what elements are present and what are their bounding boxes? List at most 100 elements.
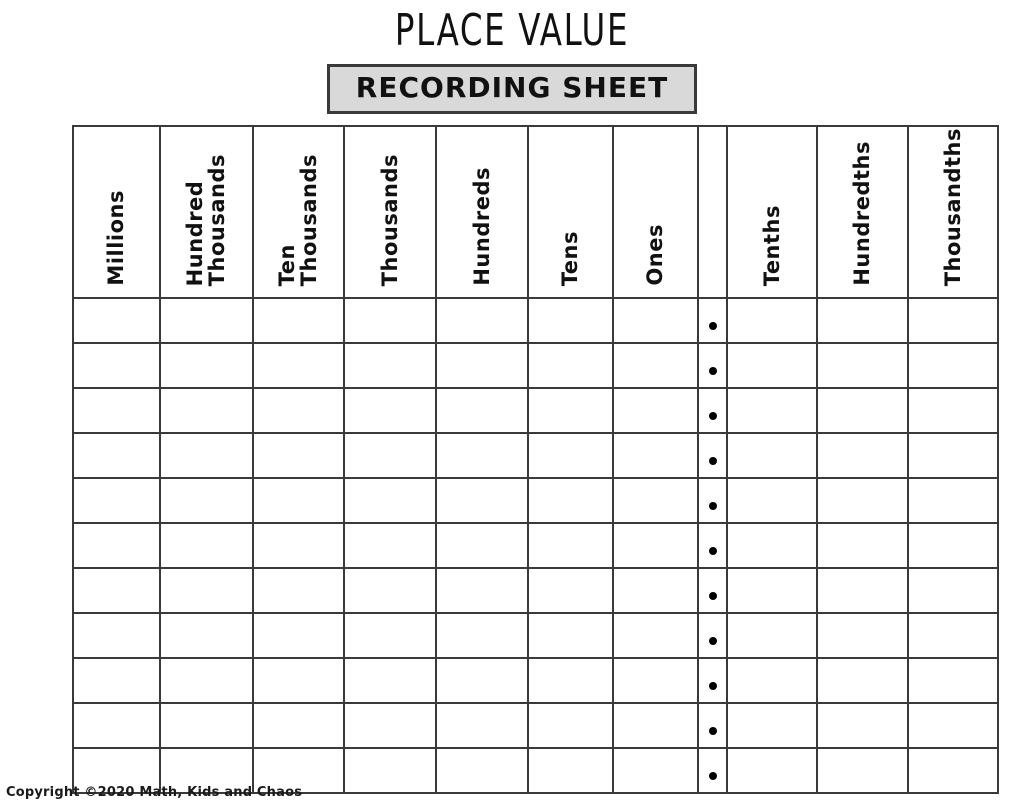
digit-cell[interactable]	[612, 387, 699, 434]
digit-cell[interactable]	[527, 432, 614, 479]
digit-cell[interactable]	[72, 567, 161, 614]
digit-cell[interactable]	[907, 432, 999, 479]
digit-cell[interactable]	[252, 342, 345, 389]
digit-cell[interactable]	[72, 432, 161, 479]
digit-cell[interactable]	[159, 612, 254, 659]
digit-cell[interactable]	[343, 657, 437, 704]
digit-cell[interactable]	[252, 702, 345, 749]
digit-cell[interactable]	[816, 342, 909, 389]
digit-cell[interactable]	[726, 522, 818, 569]
digit-cell[interactable]	[726, 612, 818, 659]
digit-cell[interactable]	[252, 522, 345, 569]
digit-cell[interactable]	[343, 702, 437, 749]
digit-cell[interactable]	[816, 432, 909, 479]
digit-cell[interactable]	[72, 477, 161, 524]
digit-cell[interactable]	[527, 747, 614, 794]
digit-cell[interactable]	[527, 342, 614, 389]
digit-cell[interactable]	[726, 567, 818, 614]
digit-cell[interactable]	[72, 612, 161, 659]
digit-cell[interactable]	[435, 432, 529, 479]
digit-cell[interactable]	[816, 387, 909, 434]
digit-cell[interactable]	[252, 387, 345, 434]
digit-cell[interactable]	[816, 657, 909, 704]
digit-cell[interactable]	[907, 702, 999, 749]
digit-cell[interactable]	[907, 477, 999, 524]
digit-cell[interactable]	[726, 297, 818, 344]
digit-cell[interactable]	[907, 747, 999, 794]
digit-cell[interactable]	[612, 702, 699, 749]
digit-cell[interactable]	[907, 522, 999, 569]
digit-cell[interactable]	[159, 387, 254, 434]
digit-cell[interactable]	[159, 702, 254, 749]
digit-cell[interactable]	[726, 387, 818, 434]
digit-cell[interactable]	[527, 297, 614, 344]
digit-cell[interactable]	[343, 747, 437, 794]
digit-cell[interactable]	[343, 432, 437, 479]
digit-cell[interactable]	[159, 747, 254, 794]
digit-cell[interactable]	[343, 477, 437, 524]
digit-cell[interactable]	[435, 522, 529, 569]
digit-cell[interactable]	[343, 612, 437, 659]
digit-cell[interactable]	[612, 432, 699, 479]
digit-cell[interactable]	[907, 657, 999, 704]
digit-cell[interactable]	[726, 342, 818, 389]
digit-cell[interactable]	[435, 477, 529, 524]
digit-cell[interactable]	[816, 747, 909, 794]
digit-cell[interactable]	[435, 612, 529, 659]
digit-cell[interactable]	[612, 612, 699, 659]
digit-cell[interactable]	[527, 657, 614, 704]
digit-cell[interactable]	[612, 657, 699, 704]
digit-cell[interactable]	[816, 297, 909, 344]
digit-cell[interactable]	[527, 567, 614, 614]
digit-cell[interactable]	[907, 387, 999, 434]
digit-cell[interactable]	[252, 297, 345, 344]
digit-cell[interactable]	[343, 387, 437, 434]
digit-cell[interactable]	[435, 342, 529, 389]
digit-cell[interactable]	[816, 612, 909, 659]
digit-cell[interactable]	[726, 432, 818, 479]
digit-cell[interactable]	[907, 342, 999, 389]
digit-cell[interactable]	[726, 477, 818, 524]
digit-cell[interactable]	[907, 297, 999, 344]
digit-cell[interactable]	[252, 432, 345, 479]
digit-cell[interactable]	[527, 387, 614, 434]
digit-cell[interactable]	[72, 702, 161, 749]
digit-cell[interactable]	[726, 702, 818, 749]
digit-cell[interactable]	[252, 612, 345, 659]
digit-cell[interactable]	[159, 567, 254, 614]
digit-cell[interactable]	[252, 657, 345, 704]
digit-cell[interactable]	[72, 297, 161, 344]
digit-cell[interactable]	[159, 522, 254, 569]
digit-cell[interactable]	[435, 657, 529, 704]
digit-cell[interactable]	[612, 477, 699, 524]
digit-cell[interactable]	[612, 297, 699, 344]
digit-cell[interactable]	[72, 522, 161, 569]
digit-cell[interactable]	[343, 522, 437, 569]
digit-cell[interactable]	[907, 612, 999, 659]
digit-cell[interactable]	[159, 297, 254, 344]
digit-cell[interactable]	[72, 747, 161, 794]
digit-cell[interactable]	[816, 522, 909, 569]
digit-cell[interactable]	[343, 297, 437, 344]
digit-cell[interactable]	[726, 657, 818, 704]
digit-cell[interactable]	[527, 612, 614, 659]
digit-cell[interactable]	[252, 477, 345, 524]
digit-cell[interactable]	[343, 342, 437, 389]
digit-cell[interactable]	[612, 342, 699, 389]
digit-cell[interactable]	[343, 567, 437, 614]
digit-cell[interactable]	[159, 432, 254, 479]
digit-cell[interactable]	[907, 567, 999, 614]
digit-cell[interactable]	[527, 702, 614, 749]
digit-cell[interactable]	[435, 387, 529, 434]
digit-cell[interactable]	[816, 702, 909, 749]
digit-cell[interactable]	[159, 477, 254, 524]
digit-cell[interactable]	[435, 297, 529, 344]
digit-cell[interactable]	[612, 747, 699, 794]
digit-cell[interactable]	[435, 747, 529, 794]
digit-cell[interactable]	[72, 657, 161, 704]
digit-cell[interactable]	[816, 567, 909, 614]
digit-cell[interactable]	[527, 477, 614, 524]
digit-cell[interactable]	[612, 567, 699, 614]
digit-cell[interactable]	[726, 747, 818, 794]
digit-cell[interactable]	[435, 702, 529, 749]
